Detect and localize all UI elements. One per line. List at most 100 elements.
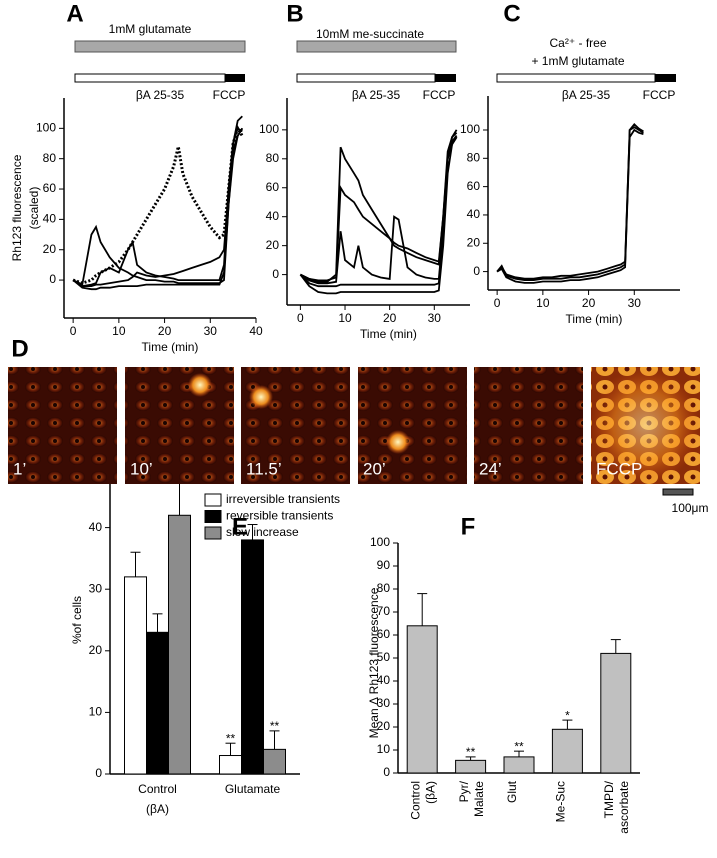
x-tick-label: Pyr/ [457, 780, 471, 802]
y-tick-label: 80 [266, 151, 280, 165]
micrograph [125, 367, 234, 484]
treatment-label: Ca²⁺ - free [549, 36, 606, 50]
y-tick-label: 40 [43, 212, 57, 226]
trace [299, 136, 458, 285]
frame-label: FCCP [596, 459, 642, 478]
bright-cell [188, 373, 212, 397]
y-tick-label: 60 [43, 181, 57, 195]
uncoupler-bar [435, 74, 456, 82]
trace [72, 124, 244, 285]
significance: ** [270, 719, 280, 733]
treatment-label: + 1mM glutamate [531, 54, 624, 68]
x-tick-label: 30 [204, 324, 218, 338]
y-axis-label: (scaled) [27, 187, 41, 230]
y-tick-label: 100 [259, 122, 279, 136]
y-tick-label: 20 [377, 719, 391, 733]
frame-label: 11.5’ [246, 459, 282, 478]
uncoupler-label: FCCP [643, 88, 676, 102]
x-tick-label: 0 [297, 311, 304, 325]
baseline-label: βA 25-35 [136, 88, 185, 102]
bar [263, 748, 286, 775]
micrograph [8, 367, 117, 484]
y-tick-label: 20 [43, 242, 57, 256]
y-tick-label: 40 [266, 209, 280, 223]
x-tick-label: ascorbate [617, 781, 631, 834]
scale-bar [662, 488, 694, 496]
uncoupler-label: FCCP [423, 88, 456, 102]
x-tick-label: 10 [536, 296, 550, 310]
bright-cell [386, 430, 410, 454]
trace [496, 128, 644, 284]
y-axis-label: Rh123 fluorescence [10, 154, 24, 261]
significance: * [565, 708, 570, 722]
bar [168, 514, 191, 775]
micrograph-glow [591, 367, 700, 484]
legend-label: slow increase [226, 525, 299, 539]
uncoupler-bar [655, 74, 676, 82]
bar [406, 625, 438, 774]
legend-swatch [204, 510, 222, 523]
x-tick-label: Malate [472, 781, 486, 817]
trace [72, 126, 243, 287]
x-tick-label: Glut [505, 780, 519, 803]
significance: ** [226, 731, 236, 745]
baseline-bar [496, 73, 656, 83]
legend-swatch [204, 493, 222, 507]
y-tick-label: 0 [49, 272, 56, 286]
baseline-bar [74, 73, 226, 83]
frame-label: 10’ [130, 459, 153, 478]
legend-label: irreversible transients [226, 492, 340, 506]
x-tick-label: 30 [428, 311, 442, 325]
x-tick-label: 20 [582, 296, 596, 310]
y-tick-label: 20 [266, 238, 280, 252]
frame-label: 20’ [363, 459, 386, 478]
significance: ** [466, 745, 476, 759]
y-tick-label: 20 [467, 235, 481, 249]
bar [455, 759, 487, 774]
panel-letter: E [232, 513, 248, 540]
y-tick-label: 40 [377, 673, 391, 687]
y-tick-label: 70 [377, 604, 391, 618]
y-tick-label: 10 [377, 742, 391, 756]
legend-label: reversible transients [226, 509, 333, 523]
y-axis-label: Mean Δ Rh123 fluorescence [367, 587, 381, 738]
x-axis-label: Time (min) [566, 312, 623, 326]
bar [600, 652, 632, 774]
baseline-bar [296, 73, 436, 83]
y-tick-label: 80 [377, 581, 391, 595]
legend-swatch [204, 526, 222, 540]
panel-letter: D [11, 335, 28, 362]
panel-letter: F [461, 513, 476, 540]
x-tick-label: Control [138, 782, 177, 796]
treatment-label: 10mM me-succinate [316, 27, 424, 41]
y-tick-label: 100 [370, 535, 390, 549]
x-tick-label: 40 [249, 324, 263, 338]
frame-label: 24’ [479, 459, 502, 478]
trace [299, 136, 458, 295]
y-tick-label: 100 [36, 121, 56, 135]
x-tick-label: 20 [158, 324, 172, 338]
bright-cell [249, 385, 273, 409]
y-tick-label: 30 [89, 581, 103, 595]
y-tick-label: 40 [89, 520, 103, 534]
y-tick-label: 100 [460, 122, 480, 136]
y-tick-label: 20 [89, 643, 103, 657]
x-tick-label: 10 [112, 324, 126, 338]
micrograph [358, 367, 467, 484]
y-tick-label: 60 [266, 180, 280, 194]
significance: ** [514, 739, 524, 753]
bar [551, 728, 583, 774]
panel-letter: C [503, 0, 520, 27]
uncoupler-label: FCCP [213, 88, 246, 102]
y-tick-label: 30 [377, 696, 391, 710]
x-tick-label: 0 [70, 324, 77, 338]
y-tick-label: 80 [43, 151, 57, 165]
y-tick-label: 10 [89, 705, 103, 719]
x-tick-label: 20 [383, 311, 397, 325]
bar [503, 756, 535, 774]
panel-letter: B [286, 0, 303, 27]
y-tick-label: 0 [272, 267, 279, 281]
trace [300, 129, 458, 282]
